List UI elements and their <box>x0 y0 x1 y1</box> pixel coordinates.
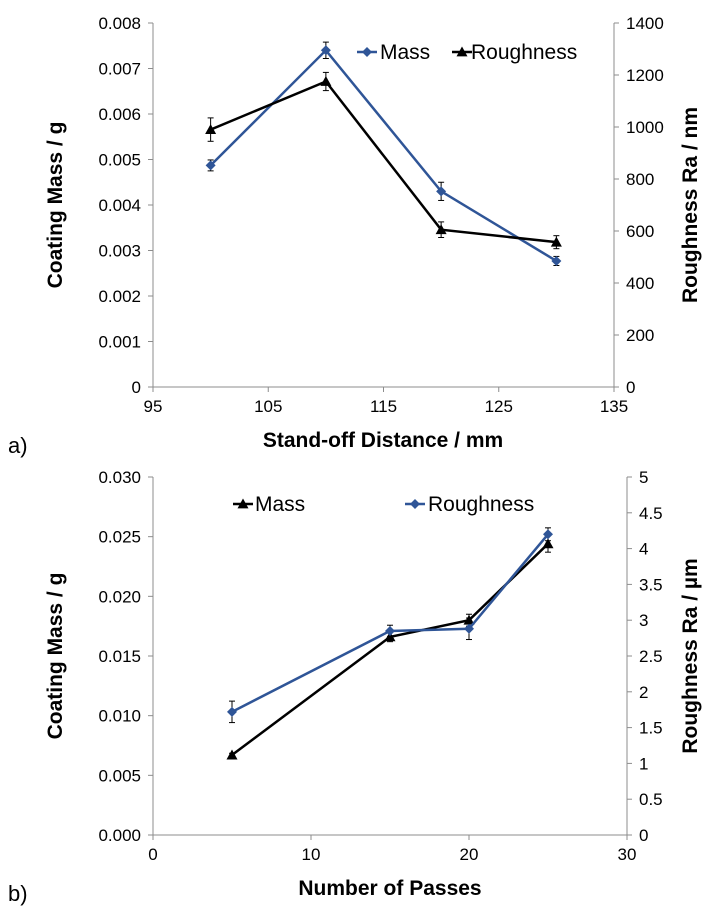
chart2-y2tick-label: 3.5 <box>639 575 663 594</box>
chart1-legend-marker-roughness <box>456 46 468 57</box>
chart1-xtick-label: 125 <box>485 397 513 416</box>
chart1-y2tick-label: 200 <box>626 326 654 345</box>
chart1-y2tick-label: 1400 <box>626 14 664 33</box>
chart2-ytick-label: 0.010 <box>98 707 141 726</box>
chart1-ytick-label: 0.008 <box>98 14 141 33</box>
chart1-roughness-point <box>205 124 217 134</box>
chart2-y2tick-label: 1.5 <box>639 719 663 738</box>
chart1-legend-marker-mass <box>362 47 372 57</box>
chart1-y2tick-label: 600 <box>626 222 654 241</box>
chart1-mass-point <box>320 45 331 56</box>
chart1-mass-point <box>551 255 562 266</box>
chart1-xtick-label: 105 <box>254 397 282 416</box>
chart2-xtick-label: 10 <box>302 845 321 864</box>
chart2-mass-point <box>226 749 238 760</box>
chart2-y2label: Roughness Ra / µm <box>679 558 702 753</box>
chart2-y2tick-label: 4.5 <box>639 504 663 523</box>
chart1-y2tick-label: 1000 <box>626 118 664 137</box>
chart2-xtick-label: 30 <box>618 845 637 864</box>
chart2-xlabel: Number of Passes <box>298 877 481 900</box>
chart1-y2label: Roughness Ra / nm <box>679 107 702 303</box>
chart1-ytick-label: 0.005 <box>98 151 141 170</box>
chart2-y2tick-label: 0 <box>639 826 648 845</box>
chart2-series-mass-line <box>231 542 549 757</box>
chart2-ytick-label: 0.005 <box>98 766 141 785</box>
chart1-ytick-label: 0.002 <box>98 287 141 306</box>
chart1-legend-label-roughness: Roughness <box>471 41 577 64</box>
chart1-xlabel: Stand-off Distance / mm <box>263 429 503 452</box>
chart1-y2tick-label: 800 <box>626 170 654 189</box>
chart1-mass-point <box>205 160 216 171</box>
chart2-ytick-label: 0.030 <box>98 468 141 487</box>
chart1-y2tick-label: 0 <box>626 378 635 397</box>
chart2-roughness-point <box>385 625 395 636</box>
chart1-xtick-label: 115 <box>370 397 397 416</box>
chart2-y2tick-label: 1 <box>639 754 648 773</box>
chart1-xtick-label: 95 <box>144 397 163 416</box>
chart1-mass-point <box>436 186 447 197</box>
chart2-ytick-label: 0.015 <box>98 647 141 666</box>
chart1-ytick-label: 0.003 <box>98 242 141 261</box>
chart1-xtick-label: 135 <box>600 397 628 416</box>
chart1-roughness-point <box>550 236 562 247</box>
chart1-y2tick-label: 400 <box>626 274 654 293</box>
chart1-ytick-label: 0.004 <box>98 196 141 215</box>
chart2-legend-marker-roughness <box>410 499 420 509</box>
chart2-legend-marker-mass <box>237 498 249 509</box>
chart2-y2tick-label: 4 <box>639 540 648 559</box>
chart2-y2tick-label: 0.5 <box>639 790 663 809</box>
chart2-ytick-label: 0.000 <box>98 826 141 845</box>
chart1-ytick-label: 0.001 <box>98 333 141 352</box>
chart2-y2tick-label: 5 <box>639 468 648 487</box>
chart1-y2tick-label: 1200 <box>626 66 664 85</box>
chart2-legend-label-mass: Mass <box>255 493 305 516</box>
chart2-mass-point <box>542 538 554 549</box>
chart1-legend-label-mass: Mass <box>380 41 430 64</box>
chart1-ytick-label: 0.006 <box>98 105 141 124</box>
chart2-y2tick-label: 3 <box>639 611 648 630</box>
chart2-y2tick-label: 2.5 <box>639 647 663 666</box>
chart1-ytick-label: 0.007 <box>98 60 141 79</box>
chart2-xtick-label: 20 <box>460 845 479 864</box>
chart1-ylabel: Coating Mass / g <box>44 122 67 289</box>
chart2-series-roughness-line <box>231 533 549 713</box>
chart2-xtick-label: 0 <box>148 845 157 864</box>
chart1-ytick-label: 0 <box>132 378 141 397</box>
chart1-panel-label: a) <box>8 433 28 458</box>
chart2-legend-label-roughness: Roughness <box>428 493 534 516</box>
chart1-roughness-point <box>320 76 332 86</box>
chart2-y2tick-label: 2 <box>639 683 648 702</box>
chart1-series-mass-line <box>209 48 558 263</box>
chart2-roughness-point <box>227 706 237 717</box>
chart1-series-roughness-line <box>210 79 557 244</box>
chart2-ylabel: Coating Mass / g <box>44 573 67 740</box>
chart2-roughness-point <box>543 529 553 540</box>
chart2-ytick-label: 0.020 <box>98 587 141 606</box>
chart1-roughness-point <box>435 224 447 235</box>
chart2-ytick-label: 0.025 <box>98 528 141 547</box>
chart2-panel-label: b) <box>8 881 28 906</box>
chart2-roughness-point <box>464 623 474 634</box>
